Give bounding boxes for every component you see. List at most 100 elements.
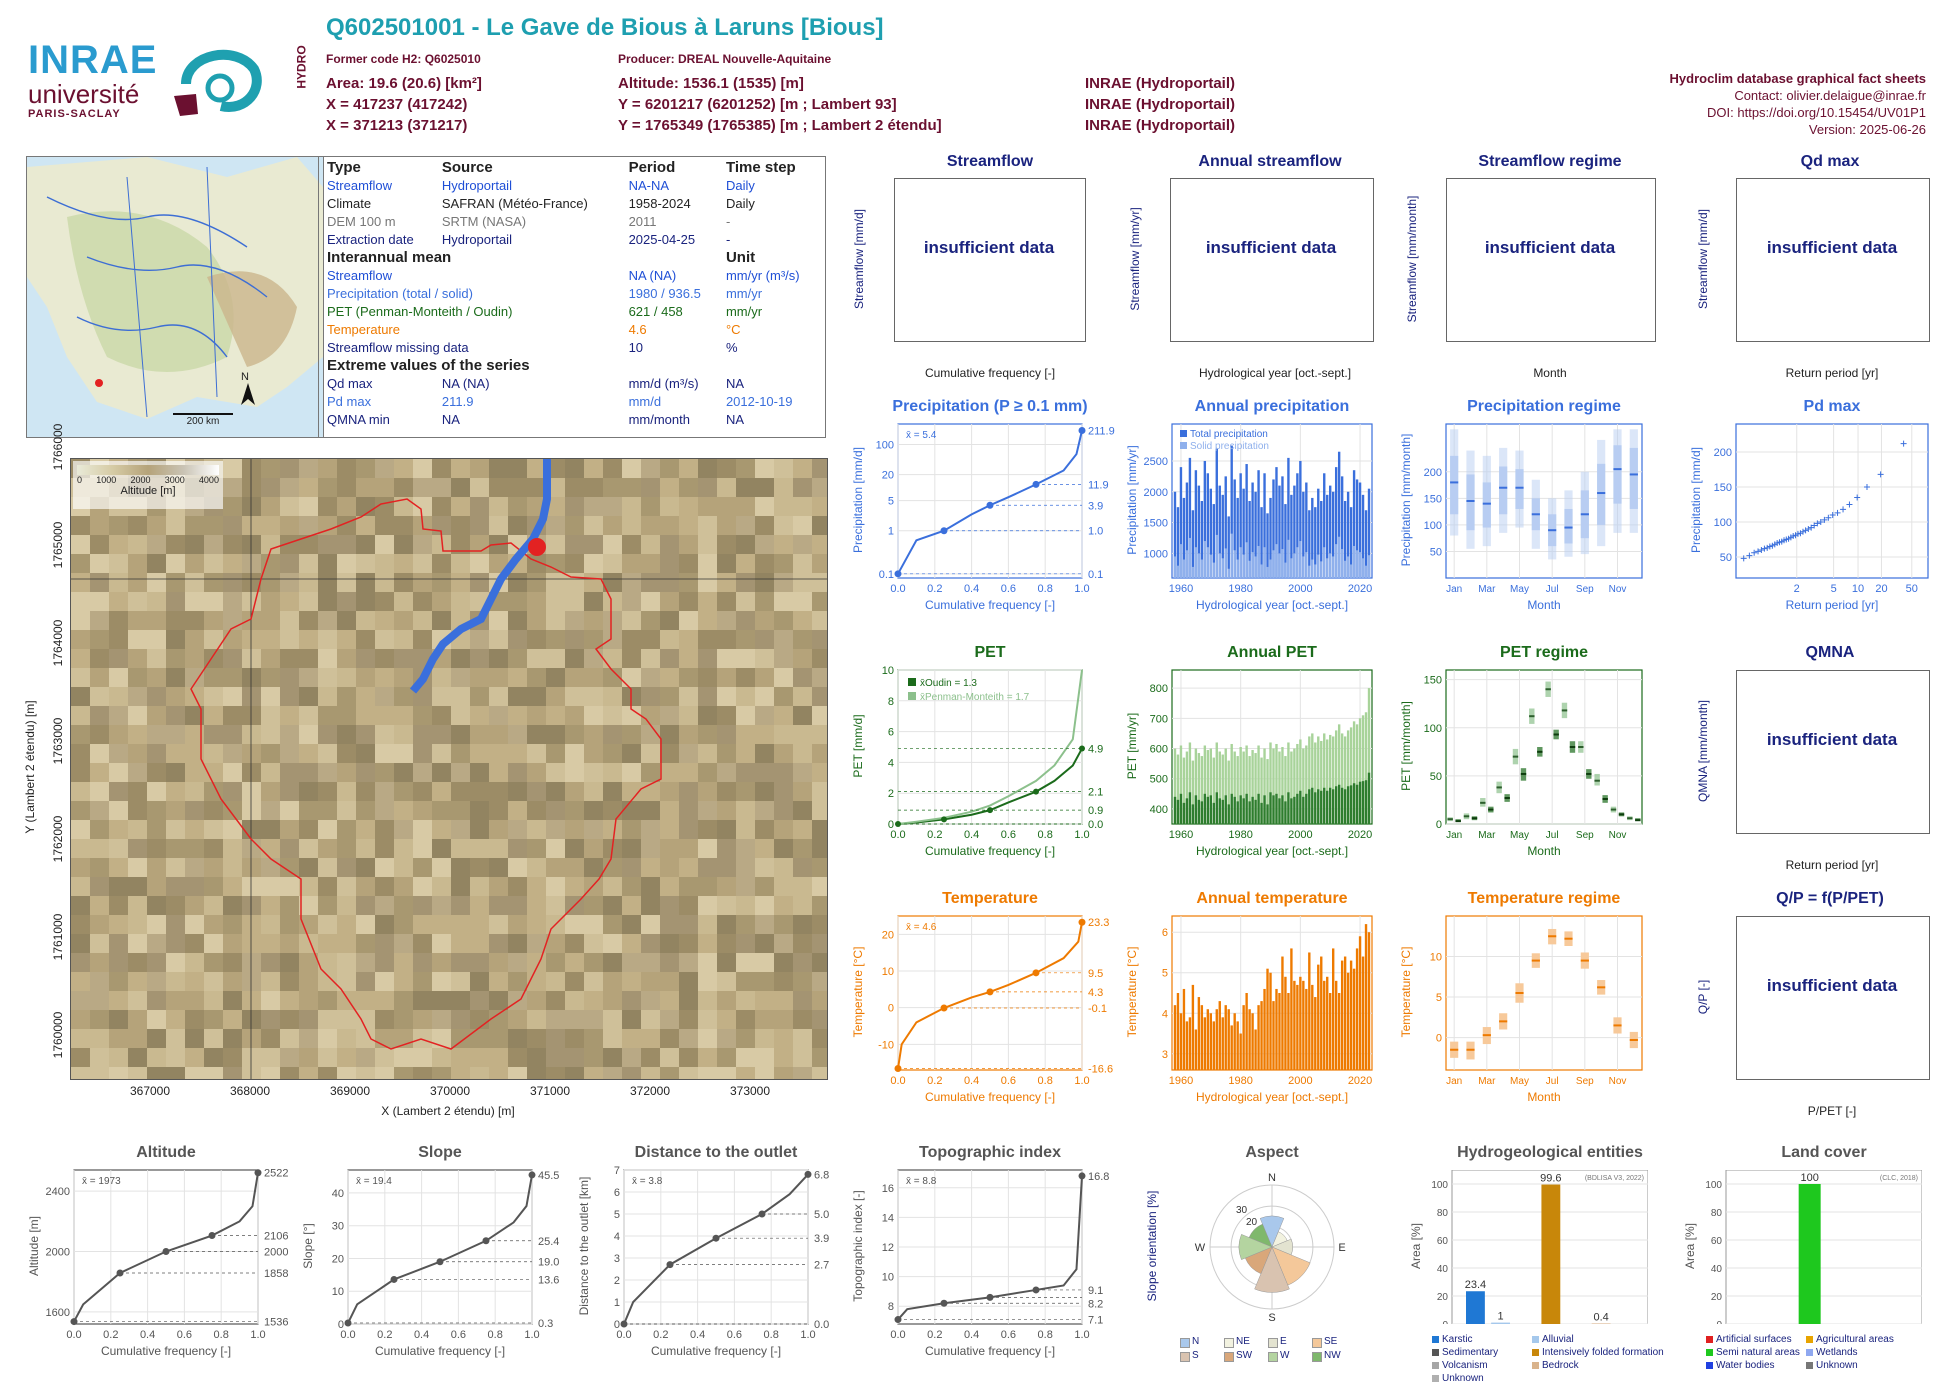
contact[interactable]: Contact: olivier.delaigue@inrae.fr [1734,88,1926,103]
annual_precip-xlabel: Hydrological year [oct.-sept.] [1195,598,1349,612]
temp_regime-xlabel: Month [1527,1090,1561,1104]
dem-cell [698,782,717,801]
dem-cell [204,535,223,554]
legend-swatch [1312,1338,1322,1348]
dem-cell [774,497,793,516]
bar-primary [1305,745,1308,824]
dem-cell [565,877,584,896]
dem-cell [337,535,356,554]
dem-cell [565,516,584,535]
dem-cell [299,554,318,573]
dem-cell [223,687,242,706]
y-tick-label: 1600 [46,1307,70,1319]
dem-cell [660,1029,679,1048]
mean-annotation: x̄ = 5.4 [906,430,937,441]
bar-primary [1317,488,1320,578]
bar-secondary [1197,799,1201,824]
landcover-chart: 020406080100(CLC, 2018)100 [1705,1170,1922,1324]
dem-cell [223,915,242,934]
dem-cell [489,915,508,934]
dem-cell [489,725,508,744]
dem-cell [508,801,527,820]
dem-cell [318,1029,337,1048]
dem-cell [793,858,812,877]
river [409,459,551,694]
dem-cell [166,592,185,611]
dem-cell [470,687,489,706]
doi-link[interactable]: DOI: https://doi.org/10.15454/UV01P1 [1707,105,1926,120]
dem-cell [71,554,90,573]
bar-primary [1254,753,1257,824]
bar-primary [1272,479,1275,578]
annual-streamflow-plot [1170,178,1374,342]
streamflow-regime-plot [1446,178,1656,342]
dem-cell [717,573,736,592]
dem-cell [242,630,261,649]
legend-label: N [1192,1336,1200,1347]
dem-cell [451,1048,470,1067]
dem-cell [128,744,147,763]
dem-cell [584,915,603,934]
data-point [1761,545,1768,552]
dem-cell [622,592,641,611]
bar [1326,976,1329,1070]
dem-cell [318,744,337,763]
dem-cell [280,687,299,706]
source-2: INRAE (Hydroportail) [1085,96,1235,113]
dem-cell [660,478,679,497]
bar-secondary [1346,786,1350,824]
dem-cell [337,839,356,858]
dem-cell [109,630,128,649]
dem-cell [71,1029,90,1048]
dem-cell [242,972,261,991]
dem-cell [508,478,527,497]
dem-cell [736,668,755,687]
dem-cell [356,630,375,649]
dem-cell [185,630,204,649]
dem-cell [147,896,166,915]
dem-cell [584,630,603,649]
dem-cell [508,744,527,763]
dem-cell [337,915,356,934]
dem-cell [736,896,755,915]
legend-swatch [1432,1362,1439,1369]
dem-cell [736,1067,755,1079]
dem-cell [489,782,508,801]
dem-cell [185,516,204,535]
dem-cell [793,744,812,763]
bar-primary [1236,497,1239,578]
dem-cell [470,972,489,991]
y-tick-label: 80 [1437,1208,1449,1219]
dem-cell [71,877,90,896]
dem-cell [356,858,375,877]
dem-cell [318,858,337,877]
bar-secondary [1320,561,1323,578]
dem-cell [432,839,451,858]
bar-secondary [1269,792,1272,824]
bar-primary [1221,494,1224,578]
legend-label: Karstic [1442,1334,1473,1345]
bar-secondary [1221,558,1224,578]
dem-cell [394,1067,413,1079]
dem-cell [318,972,337,991]
dem-cell [793,1067,812,1079]
dem-cell [660,687,679,706]
annual_pet-title: Annual PET [1227,644,1317,661]
dem-cell [109,725,128,744]
dem-cell [489,953,508,972]
dem-cell [242,478,261,497]
dem-cell [793,516,812,535]
dem-cell [394,763,413,782]
bar-secondary [1188,537,1192,578]
right-label: -0.1 [1088,1003,1107,1015]
y-tick-label: 0 [1442,1320,1448,1324]
x-tick-label: 372000 [629,1084,671,1098]
dem-cell [337,630,356,649]
dem-cell [755,877,774,896]
dist_cdf-frame [623,1169,809,1325]
bar [1323,980,1326,1070]
dem-cell [223,896,242,915]
dem-cell [470,801,489,820]
dem-cell [280,1067,299,1079]
y-tick-label: 12 [882,1242,894,1254]
